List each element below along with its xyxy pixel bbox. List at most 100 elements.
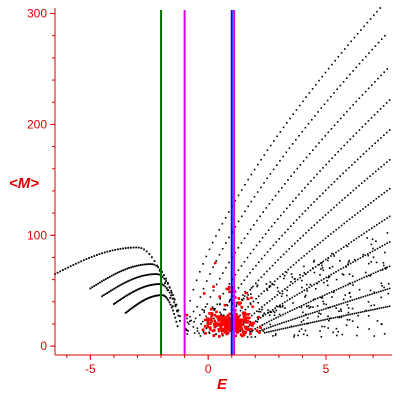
data-point — [227, 324, 231, 328]
data-point — [268, 300, 271, 302]
data-point — [275, 309, 278, 312]
data-point — [259, 326, 262, 329]
data-point — [229, 326, 232, 329]
data-point — [289, 117, 291, 120]
data-point — [88, 257, 90, 259]
data-point — [253, 312, 256, 315]
data-point — [329, 306, 332, 309]
data-point — [354, 214, 356, 216]
data-point — [273, 296, 276, 298]
data-point — [130, 246, 132, 249]
data-point — [346, 304, 349, 306]
data-point — [311, 267, 314, 269]
data-point — [383, 134, 385, 137]
data-point — [363, 310, 366, 313]
data-point — [208, 312, 211, 315]
data-point — [145, 263, 148, 266]
data-point — [172, 309, 174, 312]
data-point — [304, 210, 307, 212]
data-point — [369, 175, 371, 177]
data-point — [241, 329, 245, 333]
data-point — [142, 299, 144, 302]
data-point — [306, 334, 309, 337]
data-point — [151, 295, 154, 298]
data-point — [129, 308, 132, 311]
data-point — [281, 234, 283, 237]
data-point — [157, 294, 159, 297]
data-point — [337, 330, 340, 333]
data-point — [369, 274, 372, 277]
data-point — [374, 249, 376, 251]
data-point — [356, 279, 359, 282]
data-point — [282, 155, 284, 158]
data-point — [338, 303, 340, 306]
data-point — [192, 326, 195, 328]
data-point — [239, 330, 242, 332]
data-point — [266, 289, 269, 292]
data-point — [257, 295, 260, 298]
data-point — [310, 226, 313, 229]
data-point — [347, 300, 349, 303]
data-point — [244, 210, 246, 213]
data-point — [255, 298, 257, 300]
data-point — [372, 256, 375, 259]
data-point — [101, 280, 103, 283]
data-point — [213, 317, 215, 320]
data-point — [330, 183, 333, 186]
data-point — [318, 280, 320, 283]
data-point — [285, 320, 288, 323]
data-point — [308, 92, 311, 94]
data-point — [340, 224, 343, 227]
data-point — [313, 271, 316, 274]
data-point — [379, 246, 381, 249]
data-point — [369, 251, 371, 254]
data-point — [301, 190, 303, 192]
data-point — [386, 217, 388, 219]
data-point — [319, 241, 322, 244]
data-point — [211, 241, 214, 244]
data-point — [118, 270, 121, 273]
data-point — [295, 139, 297, 141]
data-point — [373, 291, 376, 294]
data-point — [222, 334, 224, 337]
data-point — [358, 278, 361, 281]
data-point — [351, 275, 354, 278]
data-point — [202, 292, 206, 295]
data-point — [341, 199, 344, 201]
data-point — [247, 205, 249, 208]
data-point — [293, 308, 296, 310]
data-point — [201, 328, 205, 331]
data-point — [324, 135, 327, 137]
data-point — [361, 126, 364, 128]
data-point — [145, 285, 148, 288]
data-point — [340, 315, 343, 317]
data-point — [319, 296, 321, 298]
data-point — [333, 206, 335, 209]
data-point — [349, 300, 351, 302]
data-point — [219, 322, 223, 326]
data-point — [134, 277, 136, 280]
data-point — [242, 314, 246, 317]
data-point — [369, 289, 372, 292]
data-point — [268, 331, 270, 333]
data-point — [268, 267, 271, 270]
data-point — [381, 245, 384, 247]
data-point — [298, 316, 301, 319]
data-point — [257, 315, 261, 319]
data-point — [355, 187, 357, 189]
data-point — [359, 257, 362, 259]
data-point — [381, 269, 384, 271]
data-point — [237, 297, 241, 300]
data-point — [172, 294, 174, 296]
data-point — [233, 309, 237, 312]
data-point — [320, 309, 323, 311]
data-point — [304, 313, 307, 316]
data-point — [218, 295, 221, 298]
data-point — [323, 278, 325, 280]
data-point — [203, 311, 206, 313]
data-point — [235, 319, 239, 323]
data-point — [316, 173, 318, 176]
data-point — [130, 291, 133, 294]
data-point — [243, 237, 246, 240]
data-point — [296, 240, 299, 242]
